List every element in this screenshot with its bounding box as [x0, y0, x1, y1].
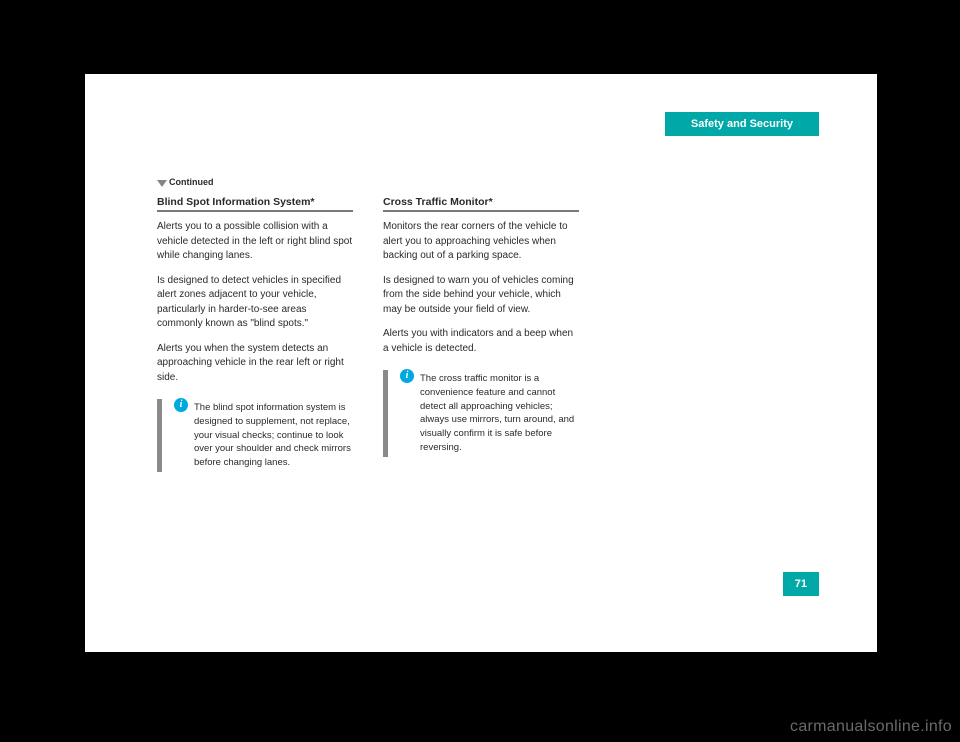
- info-text: The cross traffic monitor is a convenien…: [420, 372, 579, 455]
- para: Monitors the rear corners of the vehicle…: [383, 220, 579, 264]
- para: Alerts you with indicators and a beep wh…: [383, 327, 579, 356]
- info-block-1: i The blind spot information system is d…: [157, 399, 353, 472]
- para: Alerts you to a possible collision with …: [157, 220, 353, 264]
- continued-label: Continued: [169, 177, 214, 187]
- info-icon: i: [174, 398, 188, 412]
- page-number: 71: [783, 572, 819, 596]
- column-1: Alerts you to a possible collision with …: [157, 220, 353, 472]
- info-icon: i: [400, 369, 414, 383]
- manual-page: Safety and Security Continued Blind Spot…: [85, 74, 877, 652]
- chapter-tab: Safety and Security: [665, 112, 819, 136]
- column-2: Monitors the rear corners of the vehicle…: [383, 220, 579, 457]
- section-rule-2: [383, 210, 579, 212]
- continued-marker-icon: [157, 180, 167, 187]
- section-title-2: Cross Traffic Monitor*: [383, 196, 579, 208]
- para: Is designed to warn you of vehicles comi…: [383, 274, 579, 318]
- para: Is designed to detect vehicles in specif…: [157, 274, 353, 332]
- info-block-2: i The cross traffic monitor is a conveni…: [383, 370, 579, 457]
- section-rule-1: [157, 210, 353, 212]
- watermark: carmanualsonline.info: [790, 718, 952, 736]
- info-text: The blind spot information system is des…: [194, 401, 353, 470]
- para: Alerts you when the system detects an ap…: [157, 342, 353, 386]
- section-title-1: Blind Spot Information System*: [157, 196, 353, 208]
